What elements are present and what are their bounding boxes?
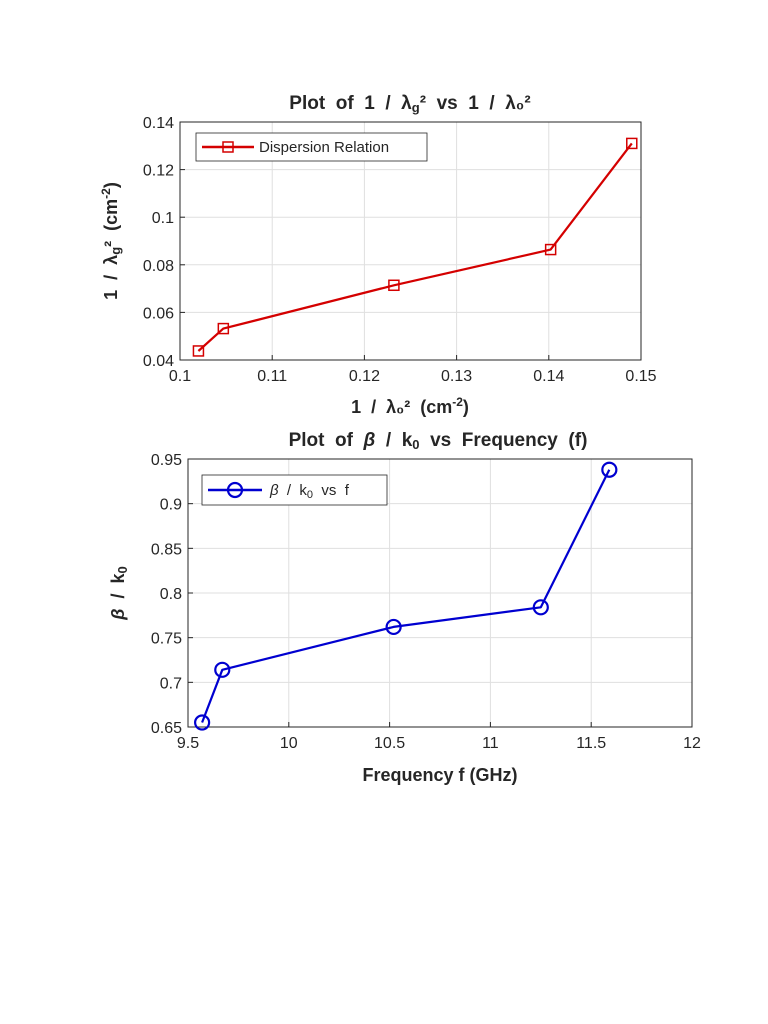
data-point — [192, 345, 205, 357]
y-tick-label: 0.14 — [143, 115, 174, 132]
data-point — [194, 714, 211, 731]
data-point — [385, 618, 402, 636]
y-axis-label: 1 / λg² (cm-2) — [99, 182, 123, 300]
dispersion-chart: Plot of 1 / λg² vs 1 / λ₀² 0.1 0.11 0.12 0.… — [99, 93, 657, 417]
series-line — [201, 469, 611, 723]
axes-box — [187, 458, 693, 728]
legend: β / k0 vs f — [201, 474, 388, 506]
y-tick-label: 0.1 — [152, 210, 174, 227]
y-tick-label: 0.95 — [151, 452, 182, 469]
x-tick-label: 0.14 — [533, 368, 564, 385]
data-point — [388, 279, 400, 292]
series — [192, 137, 638, 357]
x-tick-label: 0.11 — [257, 368, 287, 385]
x-tick-label: 12 — [683, 735, 701, 752]
y-tick-label: 0.06 — [143, 305, 174, 322]
x-tick-label: 11 — [482, 735, 499, 752]
series — [194, 461, 618, 731]
x-tick-label: 0.15 — [625, 368, 656, 385]
data-point — [544, 243, 557, 256]
data-point — [601, 461, 618, 478]
legend-label: Dispersion Relation — [259, 139, 389, 156]
legend-circle-marker — [226, 481, 244, 499]
axes-box — [179, 121, 642, 361]
chart-title: Plot of β / k0 vs Frequency (f) — [289, 430, 588, 452]
legend-square-marker — [222, 141, 234, 153]
y-tick-label: 0.65 — [151, 720, 182, 737]
y-tick-label: 0.04 — [143, 353, 174, 370]
data-point — [217, 322, 230, 335]
y-tick-label: 0.08 — [143, 258, 174, 275]
tick-labels: 9.5 10 10.5 11 11.5 12 0.65 0.7 0.75 0.8 0.85 0.9 0.… — [151, 452, 701, 752]
data-point — [532, 599, 549, 616]
y-axis-label: β / k0 — [108, 566, 130, 620]
legend: Dispersion Relation — [195, 132, 428, 162]
y-tick-label: 0.75 — [151, 631, 182, 648]
x-tick-label: 0.12 — [349, 368, 380, 385]
beta-frequency-chart: Plot of β / k0 vs Frequency (f) 9.5 10 10.… — [108, 430, 701, 785]
x-tick-label: 9.5 — [177, 735, 199, 752]
x-tick-label: 0.13 — [441, 368, 472, 385]
x-tick-label: 10 — [280, 735, 298, 752]
legend-label: β / k0 vs f — [269, 482, 350, 501]
chart-title: Plot of 1 / λg² vs 1 / λ₀² — [289, 93, 530, 115]
data-point — [626, 137, 638, 150]
y-tick-label: 0.12 — [143, 163, 174, 180]
y-tick-label: 0.7 — [160, 675, 182, 692]
x-tick-label: 0.1 — [169, 368, 191, 385]
series-line — [197, 142, 633, 352]
x-axis-label: 1 / λ₀² (cm-2) — [351, 395, 469, 417]
tick-labels: 0.1 0.11 0.12 0.13 0.14 0.15 0.04 0.06 0.08 0.1 0.… — [143, 115, 657, 385]
data-point — [214, 661, 231, 678]
x-tick-label: 11.5 — [576, 735, 606, 752]
x-axis-label: Frequency f (GHz) — [362, 765, 517, 785]
y-tick-label: 0.9 — [160, 497, 182, 514]
x-tick-label: 10.5 — [374, 735, 405, 752]
y-tick-label: 0.85 — [151, 541, 182, 558]
y-tick-label: 0.8 — [160, 586, 182, 603]
